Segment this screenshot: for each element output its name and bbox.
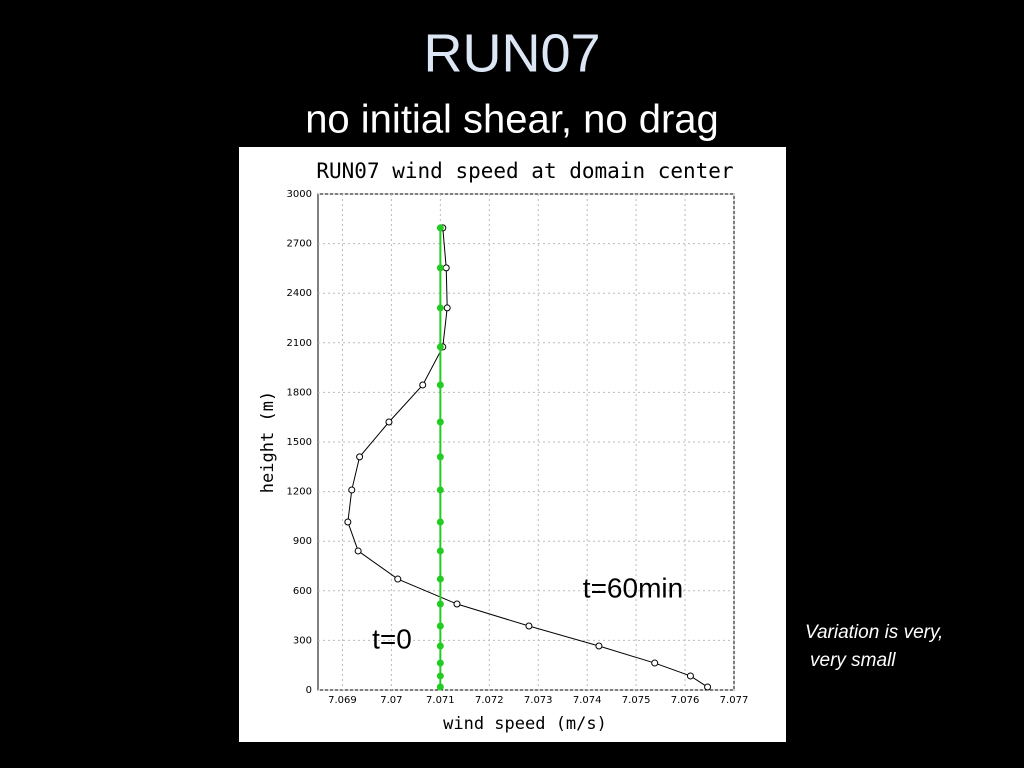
- data-point: [436, 418, 444, 426]
- y-tick-label: 600: [293, 586, 312, 597]
- x-tick-label: 7.074: [573, 695, 602, 706]
- data-point: [453, 600, 461, 608]
- data-point: [436, 224, 444, 232]
- data-point: [394, 575, 402, 583]
- data-point: [436, 622, 444, 630]
- data-point: [436, 575, 444, 583]
- data-point: [348, 486, 356, 494]
- data-point: [686, 672, 694, 680]
- slide-subtitle: no initial shear, no drag: [305, 98, 719, 142]
- y-tick-label: 900: [293, 536, 312, 547]
- chart-panel: [239, 147, 786, 742]
- x-tick-label: 7.076: [671, 695, 700, 706]
- data-point: [354, 547, 362, 555]
- y-tick-label: 300: [293, 635, 312, 646]
- data-point: [704, 683, 712, 691]
- data-point: [442, 264, 450, 272]
- series-label: t=60min: [583, 572, 683, 603]
- data-point: [651, 659, 659, 667]
- data-point: [436, 343, 444, 351]
- data-point: [436, 264, 444, 272]
- data-point: [436, 453, 444, 461]
- y-tick-label: 1800: [287, 387, 312, 398]
- data-point: [525, 622, 533, 630]
- data-point: [436, 486, 444, 494]
- x-tick-label: 7.07: [380, 695, 402, 706]
- y-tick-label: 2700: [287, 239, 312, 250]
- y-tick-label: 1500: [287, 437, 312, 448]
- y-tick-label: 2100: [287, 338, 312, 349]
- y-tick-label: 3000: [287, 189, 312, 200]
- y-tick-label: 2400: [287, 288, 312, 299]
- note: Variation is very,: [805, 622, 943, 643]
- data-point: [419, 381, 427, 389]
- data-point: [436, 600, 444, 608]
- data-point: [436, 518, 444, 526]
- y-axis-label: height (m): [258, 391, 278, 493]
- x-tick-label: 7.069: [328, 695, 357, 706]
- chart-title: RUN07 wind speed at domain center: [316, 159, 733, 183]
- x-tick-label: 7.071: [426, 695, 455, 706]
- data-point: [436, 642, 444, 650]
- data-point: [436, 304, 444, 312]
- note: very small: [810, 650, 896, 671]
- data-point: [436, 659, 444, 667]
- data-point: [436, 547, 444, 555]
- y-tick-label: 1200: [287, 487, 312, 498]
- data-point: [443, 304, 451, 312]
- data-point: [595, 642, 603, 650]
- data-point: [436, 683, 444, 691]
- x-tick-label: 7.075: [622, 695, 651, 706]
- x-axis-label: wind speed (m/s): [443, 714, 607, 734]
- data-point: [436, 381, 444, 389]
- series-label: t=0: [372, 623, 412, 654]
- data-point: [436, 672, 444, 680]
- data-point: [385, 418, 393, 426]
- x-tick-label: 7.073: [524, 695, 553, 706]
- y-tick-label: 0: [306, 685, 312, 696]
- slide-title: RUN07: [423, 23, 600, 83]
- x-tick-label: 7.072: [475, 695, 504, 706]
- data-point: [356, 453, 364, 461]
- data-point: [344, 518, 352, 526]
- x-tick-label: 7.077: [720, 695, 749, 706]
